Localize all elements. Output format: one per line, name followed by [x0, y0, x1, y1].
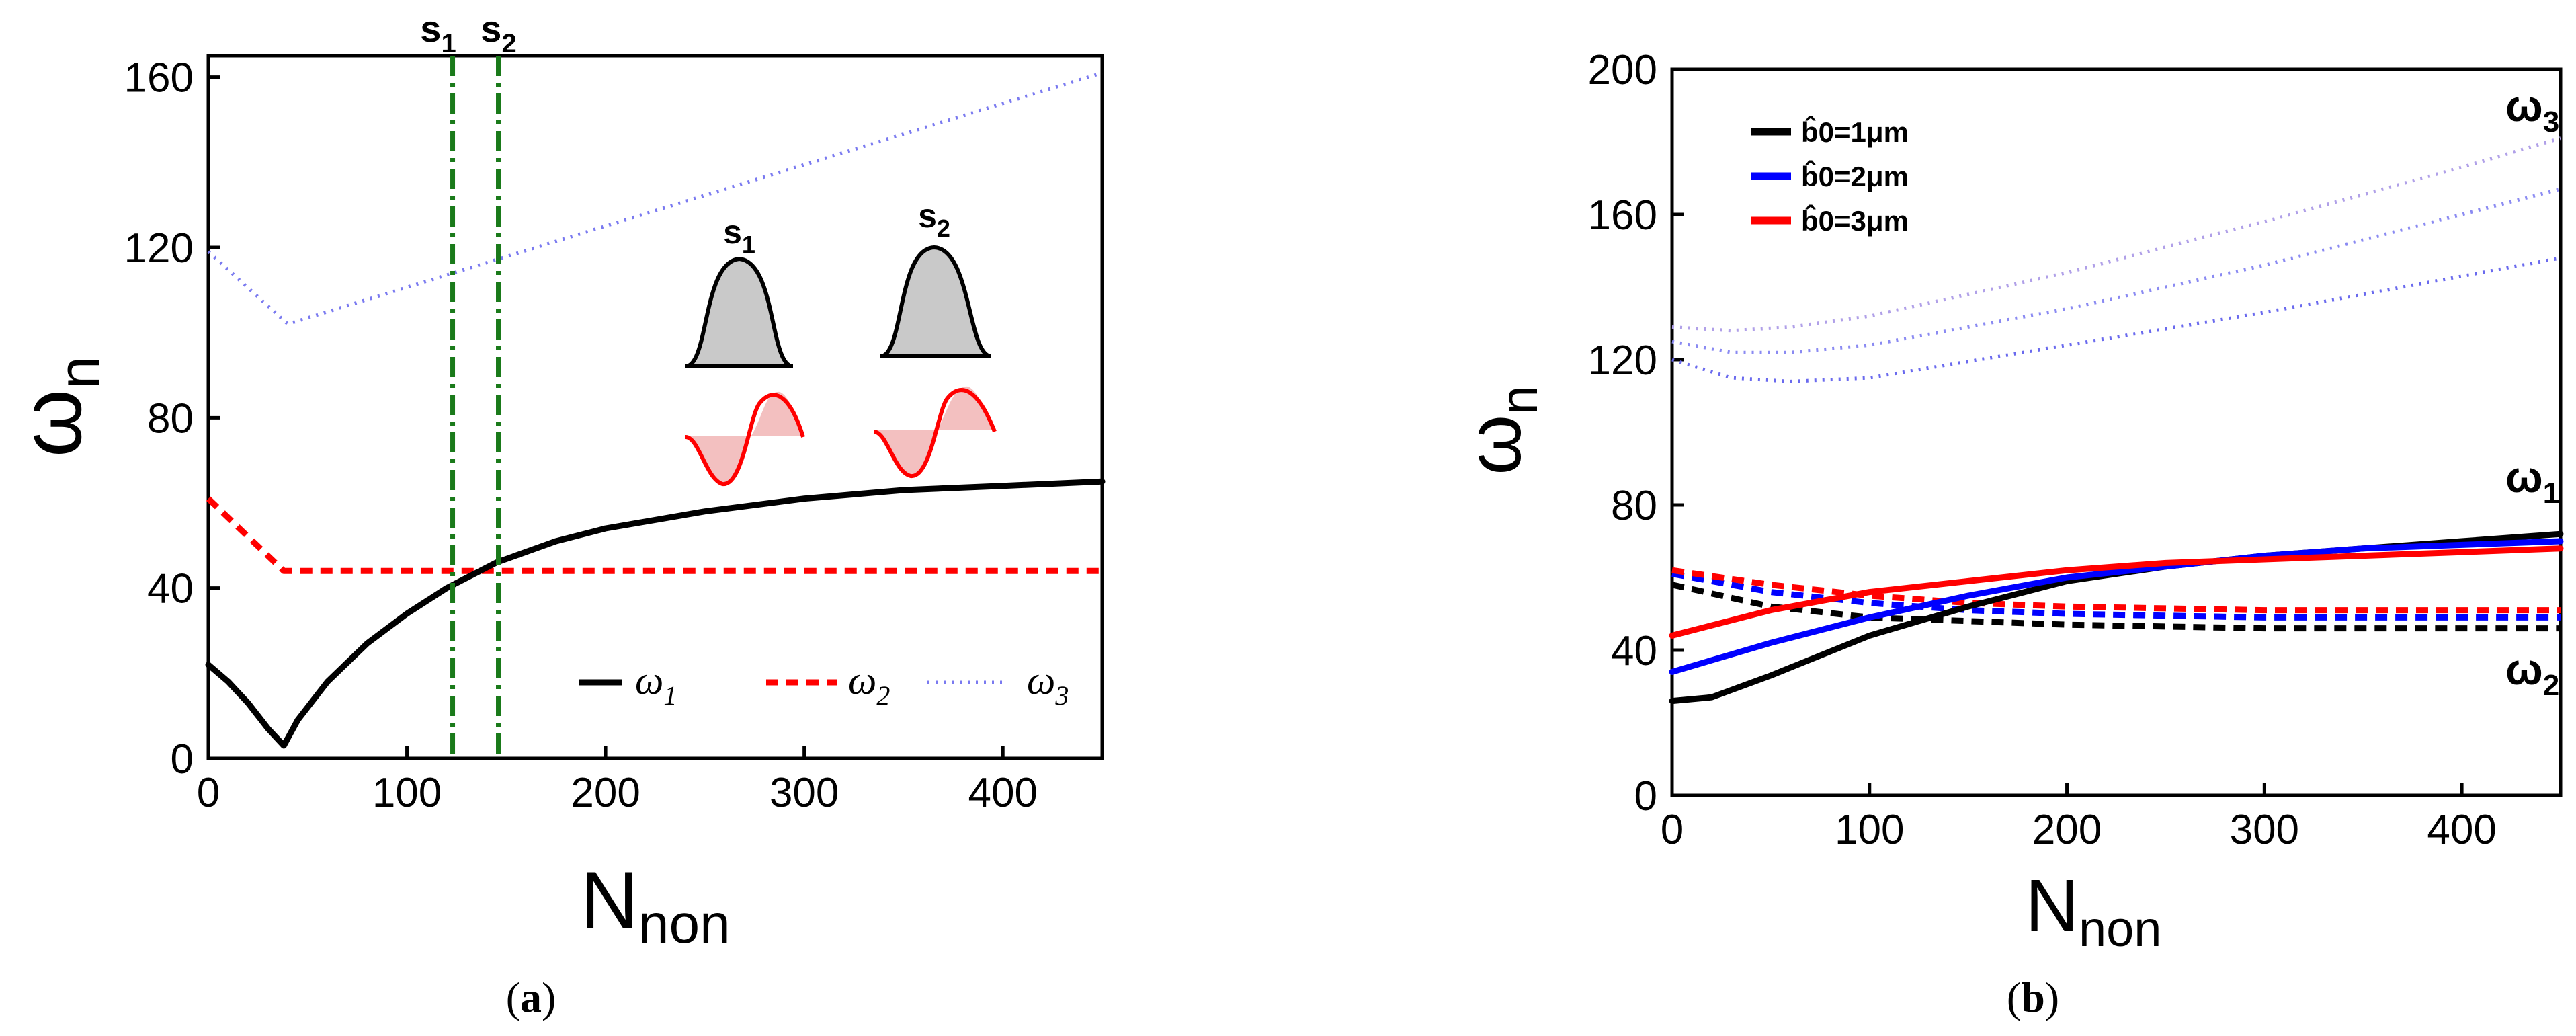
legend-b-label-3: b̂0=3μm	[1801, 204, 1909, 237]
series-group-a	[205, 71, 1106, 749]
inset-s1-bump	[685, 256, 794, 368]
mode-label-omega2: ω2	[2505, 644, 2559, 702]
vline-label-s2: s2	[481, 7, 516, 58]
caption-a: (a)	[506, 973, 556, 1021]
inset-s2-wave	[873, 388, 997, 478]
series-line-b-3	[1671, 582, 2561, 632]
inset-mode-shapes: s1 s2	[685, 197, 997, 486]
y-tick-label-a-40: 40	[147, 566, 194, 612]
series-line-b-6	[1671, 256, 2561, 383]
tick-marks-b: 0 100 200 300 400 0 40 80 120 160 200	[1588, 47, 2497, 853]
legend-a: ω1 ω2 ω3	[579, 658, 1069, 711]
y-tick-label-a-0: 0	[171, 736, 194, 783]
inset-label-s2: s2	[918, 197, 950, 242]
legend-a-label-1: ω1	[635, 658, 677, 711]
legend-a-label-2: ω2	[848, 658, 890, 711]
panel-a: 0 100 200 300 400 0 40 80 120 160 s1 s2 s1 s2 ω1 …	[1, 7, 1106, 1021]
y-axis-label-b: ωn	[1451, 385, 1548, 475]
y-tick-label-b-200: 200	[1588, 47, 1657, 93]
y-tick-label-a-160: 160	[124, 55, 194, 102]
plot-frame-b	[1670, 67, 2563, 797]
mode-label-omega1: ω1	[2505, 452, 2559, 510]
y-tick-label-b-120: 120	[1588, 337, 1657, 384]
x-tick-label-a-100: 100	[372, 770, 442, 816]
x-tick-label-a-0: 0	[197, 770, 220, 816]
series-line-b-4	[1671, 571, 2561, 621]
y-tick-label-a-120: 120	[124, 225, 194, 272]
inset-label-s1: s1	[723, 213, 755, 258]
series-line-a-1	[206, 496, 1102, 574]
x-tick-label-a-200: 200	[571, 770, 640, 816]
mode-label-omega3: ω3	[2505, 81, 2559, 138]
legend-b-label-1: b̂0=1μm	[1801, 116, 1909, 148]
inset-s1-wave-fill-2	[751, 391, 803, 436]
y-tick-label-b-80: 80	[1611, 483, 1657, 529]
inset-s2-wave-fill-2	[938, 386, 995, 430]
series-line-b-5	[1671, 567, 2561, 614]
series-line-a-0	[205, 478, 1106, 749]
x-tick-label-b-0: 0	[1661, 807, 1684, 853]
x-tick-label-b-100: 100	[1835, 807, 1904, 853]
y-axis-label-a: ωn	[1, 356, 112, 457]
series-line-b-1	[1669, 538, 2564, 675]
legend-a-label-3: ω3	[1027, 658, 1069, 711]
tick-marks-a: 0 100 200 300 400 0 40 80 120 160	[124, 55, 1038, 816]
panel-b: 0 100 200 300 400 0 40 80 120 160 200 b̂0=1μm b̂0=…	[1451, 47, 2564, 1021]
x-tick-label-b-400: 400	[2427, 807, 2496, 853]
x-axis-label-b: Nnon	[2026, 865, 2162, 957]
vline-label-s1: s1	[420, 7, 456, 58]
x-axis-label-a: Nnon	[580, 855, 731, 955]
x-tick-label-b-300: 300	[2230, 807, 2299, 853]
series-group-b	[1669, 136, 2564, 705]
series-line-b-2	[1669, 545, 2564, 639]
inset-s1-wave	[685, 393, 805, 486]
x-tick-label-a-400: 400	[968, 770, 1037, 816]
y-tick-label-b-0: 0	[1634, 773, 1657, 820]
series-line-b-8	[1671, 136, 2561, 333]
legend-b: b̂0=1μm b̂0=2μm b̂0=3μm	[1751, 116, 1909, 237]
inset-s2-bump	[880, 245, 992, 358]
plot-frame-a	[206, 54, 1104, 760]
x-tick-label-a-300: 300	[770, 770, 839, 816]
y-tick-label-b-40: 40	[1611, 628, 1657, 674]
caption-b: (b)	[2007, 973, 2059, 1021]
y-tick-label-a-80: 80	[147, 395, 194, 442]
y-tick-label-b-160: 160	[1588, 192, 1657, 239]
x-tick-label-b-200: 200	[2032, 807, 2102, 853]
series-line-b-7	[1671, 187, 2561, 354]
inset-s2-wave-fill	[874, 430, 938, 475]
legend-b-label-2: b̂0=2μm	[1801, 160, 1909, 192]
series-line-a-2	[207, 71, 1103, 326]
vline-group-a	[450, 56, 501, 758]
